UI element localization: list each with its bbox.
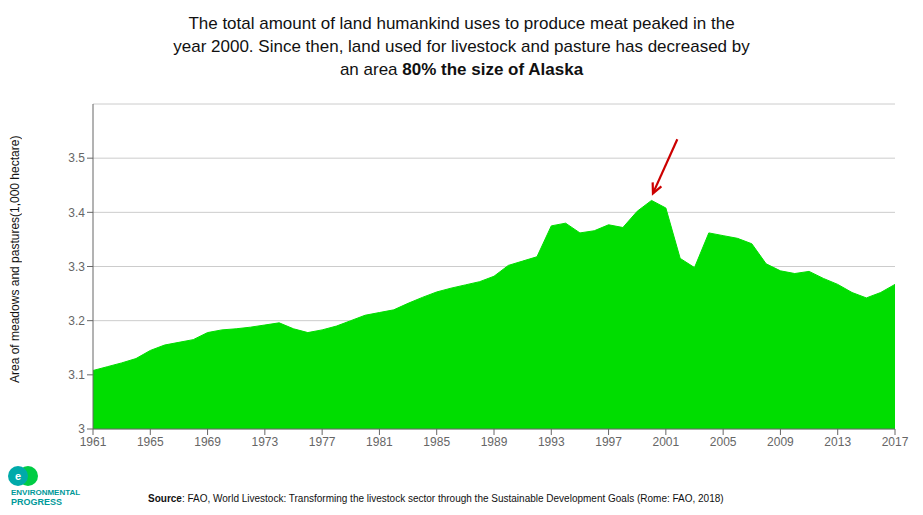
html-text:(1,000 hectare): (1,000 hectare)	[8, 135, 22, 217]
html-text:Area of meadows and pastures: Area of meadows and pastures	[8, 216, 22, 383]
svg-text:1969: 1969	[194, 435, 221, 449]
svg-text:3.2: 3.2	[68, 314, 85, 328]
html-text:an area 80% the size of Alaska: an area 80% the size of Alaska	[339, 60, 584, 79]
svg-text:1997: 1997	[595, 435, 622, 449]
svg-text:2013: 2013	[824, 435, 851, 449]
svg-text:1993: 1993	[538, 435, 565, 449]
svg-text:e: e	[15, 470, 21, 482]
svg-text:2017: 2017	[882, 435, 909, 449]
svg-text:1981: 1981	[366, 435, 393, 449]
svg-text:PROGRESS: PROGRESS	[11, 497, 62, 507]
svg-text:1961: 1961	[80, 435, 107, 449]
html-text:The total amount of land human: The total amount of land humankind uses …	[188, 14, 735, 33]
svg-text:2009: 2009	[767, 435, 794, 449]
svg-text:ENVIRONMENTAL: ENVIRONMENTAL	[11, 488, 80, 497]
svg-text:1973: 1973	[252, 435, 279, 449]
svg-text:1989: 1989	[481, 435, 508, 449]
svg-text:3.1: 3.1	[68, 368, 85, 382]
svg-text:3.4: 3.4	[68, 206, 85, 220]
html-text:Source: FAO, World Livestock:: Source: FAO, World Livestock: Transformi…	[148, 493, 724, 504]
svg-text:3.3: 3.3	[68, 260, 85, 274]
svg-text:1965: 1965	[137, 435, 164, 449]
svg-text:3: 3	[78, 422, 85, 436]
svg-text:3.5: 3.5	[68, 151, 85, 165]
html-text:year 2000. Since then, land us: year 2000. Since then, land used for liv…	[173, 37, 750, 56]
svg-text:1977: 1977	[309, 435, 336, 449]
svg-text:2001: 2001	[653, 435, 680, 449]
svg-text:1985: 1985	[423, 435, 450, 449]
svg-text:2005: 2005	[710, 435, 737, 449]
